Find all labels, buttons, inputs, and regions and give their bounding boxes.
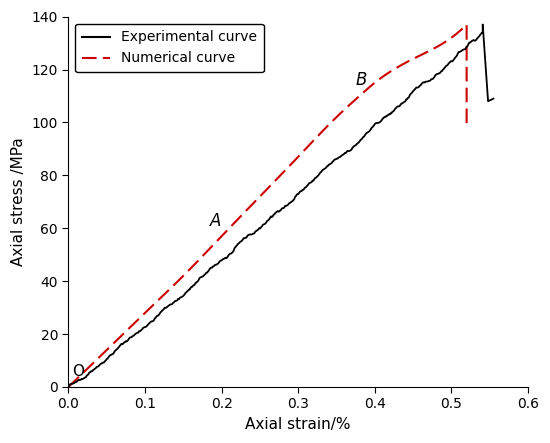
Numerical curve [433,45,439,50]
X-axis label: Axial strain/%: Axial strain/% [245,417,351,432]
Experimental curve [130,333,136,338]
Line: Numerical curve: Numerical curve [68,24,466,387]
Experimental curve [147,319,154,325]
Numerical curve [390,67,397,72]
Experimental curve [226,252,233,257]
Y-axis label: Axial stress /MPa: Axial stress /MPa [11,137,26,266]
Text: B: B [356,71,367,89]
Experimental curve [216,259,223,264]
Numerical curve [463,122,470,128]
Numerical curve [194,259,201,264]
Numerical curve [344,105,350,110]
Experimental curve [138,327,145,332]
Numerical curve [65,384,72,389]
Numerical curve [463,22,470,27]
Line: Experimental curve: Experimental curve [68,24,493,387]
Numerical curve [446,36,453,42]
Text: A: A [210,212,222,229]
Numerical curve [443,39,450,44]
Experimental curve [480,22,486,27]
Experimental curve [372,120,379,126]
Text: O: O [72,364,84,379]
Legend: Experimental curve, Numerical curve: Experimental curve, Numerical curve [75,23,264,72]
Experimental curve [490,96,497,101]
Experimental curve [65,384,72,389]
